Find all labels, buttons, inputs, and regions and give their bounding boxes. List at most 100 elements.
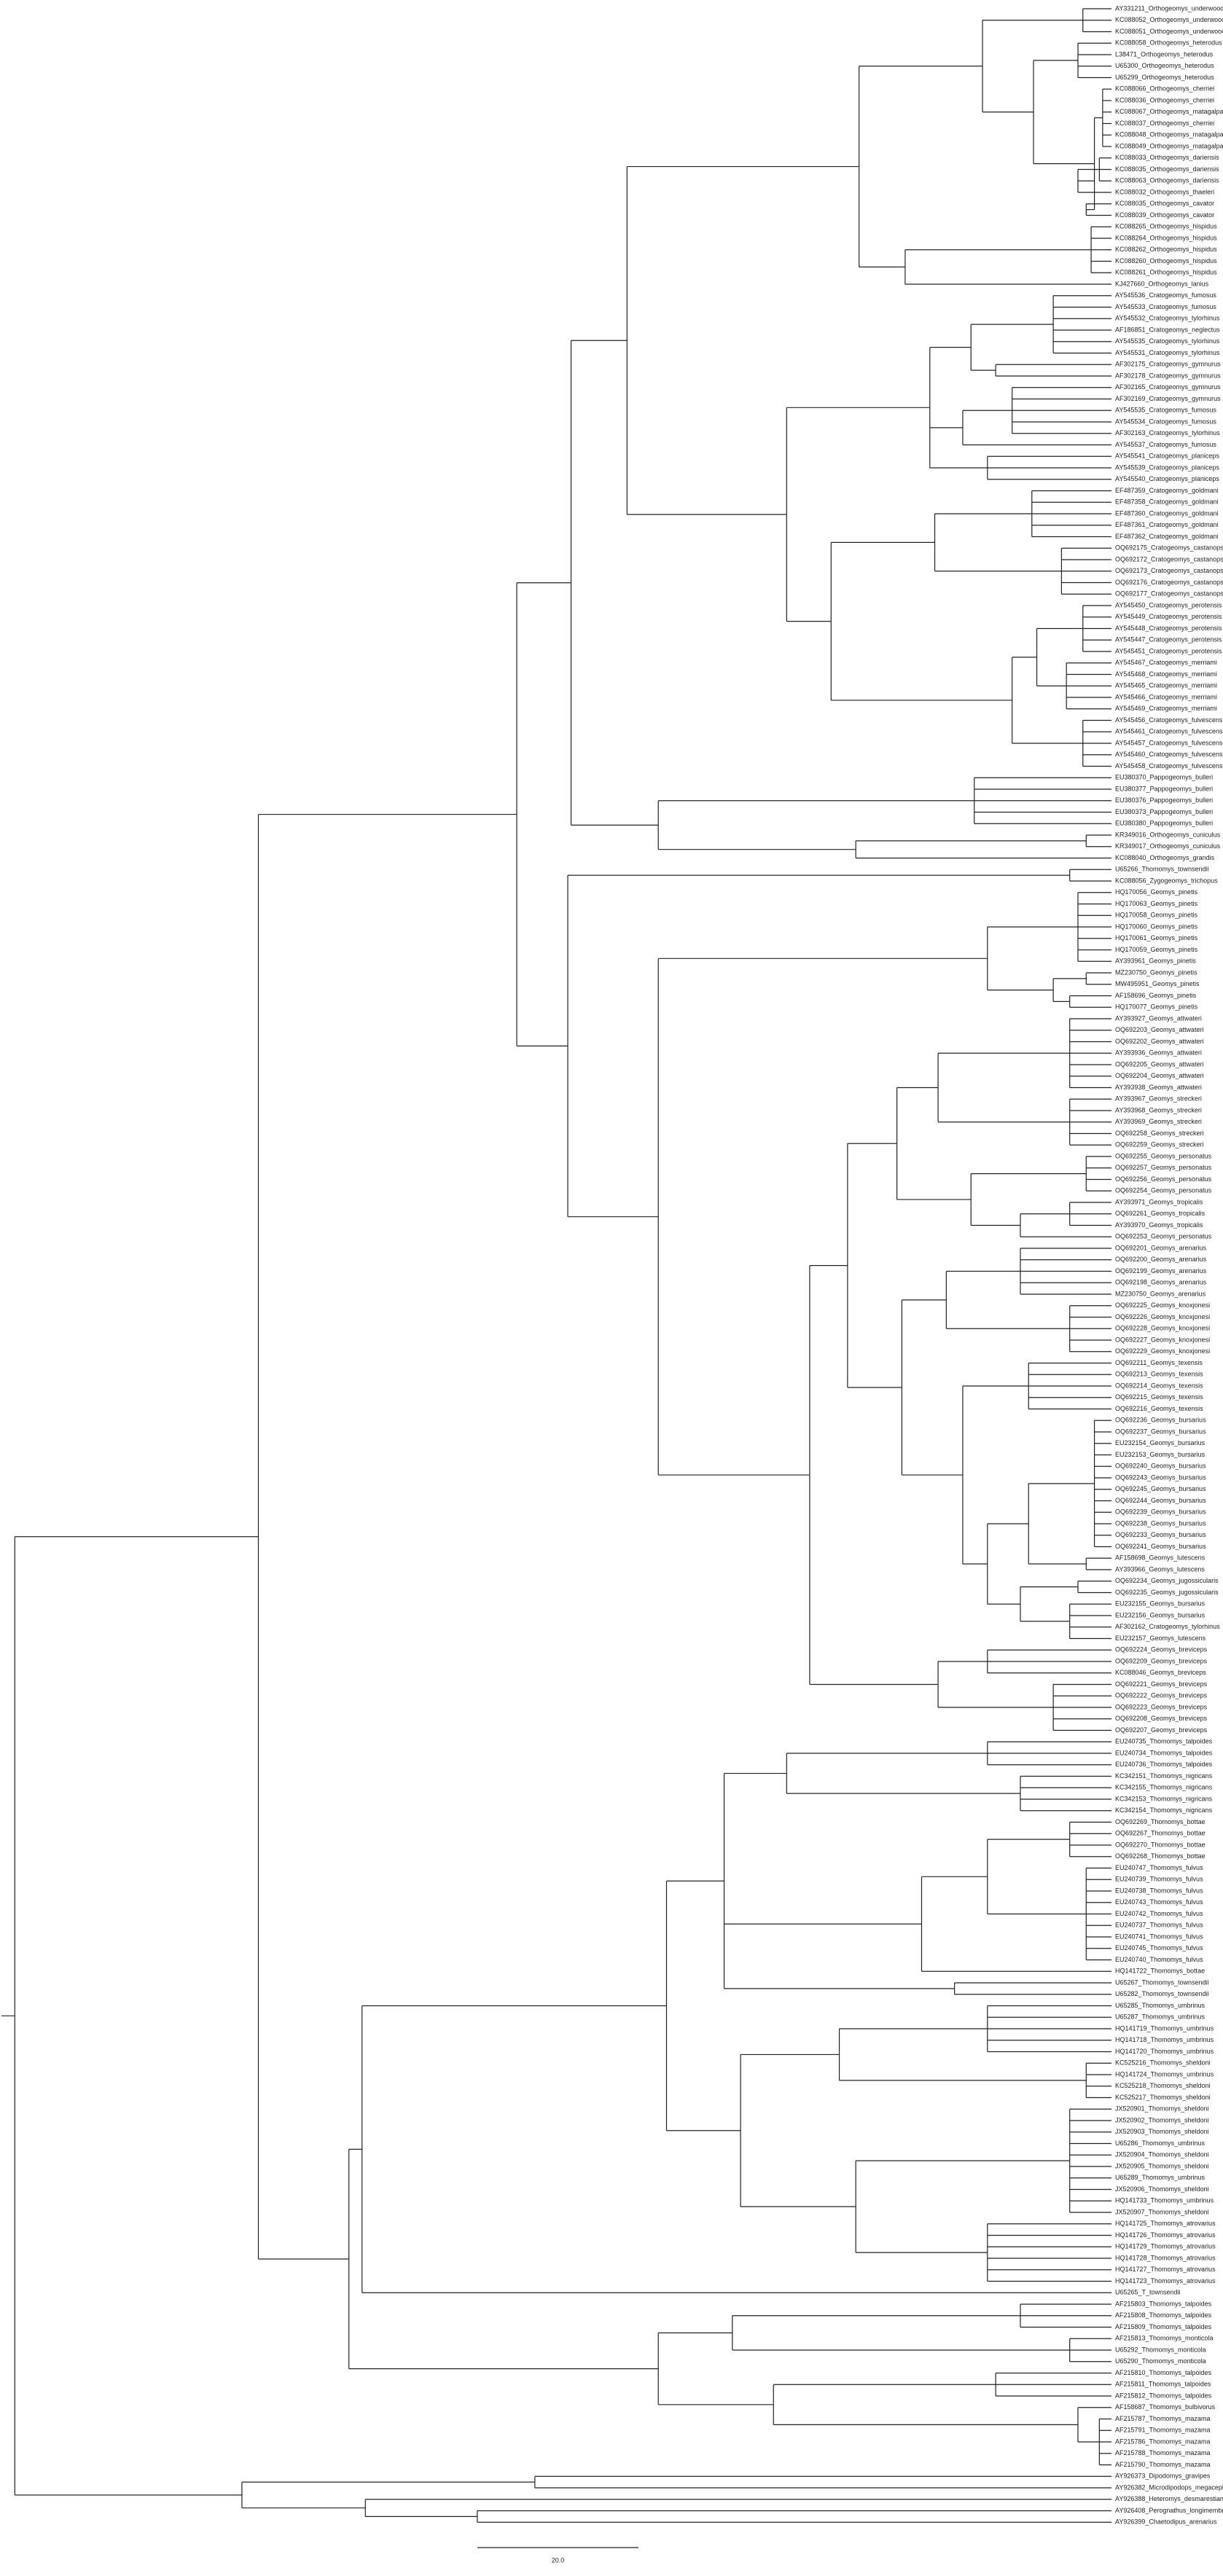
tip-label: AY545533_Cratogeomys_fumosus (1115, 303, 1216, 310)
tip-label: EU380376_Pappogeomys_bulleri (1115, 796, 1213, 804)
tip-label: OQ692253_Geomys_personatus (1115, 1233, 1212, 1240)
tip-label: AF302178_Cratogeomys_gymnurus (1115, 372, 1221, 379)
tip-label: AY545447_Cratogeomys_perotensis (1115, 636, 1222, 643)
tip-label: AF158687_Thomomys_bulbivorus (1115, 2403, 1216, 2411)
tip-label: AY545461_Cratogeomys_fulvescens (1115, 728, 1223, 735)
tip-label: KC088261_Orthogeomys_hispidus (1115, 269, 1217, 276)
tip-label: AY545467_Cratogeomys_merriami (1115, 659, 1217, 666)
tip-label: OQ692233_Geomys_bursarius (1115, 1531, 1206, 1538)
tip-label: AY545457_Cratogeomys_fulvescens (1115, 739, 1223, 746)
scale-bar-label: 20.0 (552, 2556, 565, 2564)
tip-label: EU240738_Thomomys_fulvus (1115, 1887, 1203, 1894)
tip-label: AF215809_Thomomys_talpoides (1115, 2323, 1212, 2330)
tip-label: AY393968_Geomys_streckeri (1115, 1106, 1202, 1113)
tip-label: AF215786_Thomomys_mazama (1115, 2438, 1211, 2445)
tip-label: KC088067_Orthogeomys_matagalpae (1115, 108, 1223, 115)
tip-label: OQ692223_Geomys_breviceps (1115, 1703, 1208, 1710)
tip-label: OQ692239_Geomys_bursarius (1115, 1508, 1206, 1516)
tip-label: OQ692269_Thomomys_bottae (1115, 1818, 1206, 1825)
tip-label: KC088035_Orthogeomys_dariensis (1115, 165, 1219, 173)
tip-label: OQ692240_Geomys_bursarius (1115, 1463, 1206, 1470)
tip-label: U65267_Thomomys_townsendii (1115, 1978, 1209, 1986)
tip-label: AF215810_Thomomys_talpoides (1115, 2369, 1212, 2376)
tip-label: JX520906_Thomomys_sheldoni (1115, 2185, 1209, 2193)
tip-label: HQ141727_Thomomys_atrovarius (1115, 2266, 1216, 2273)
tip-label: EU240739_Thomomys_fulvus (1115, 1876, 1203, 1883)
tip-label: OQ692198_Geomys_arenarius (1115, 1279, 1207, 1286)
tip-label: OQ692200_Geomys_arenarius (1115, 1256, 1207, 1263)
tip-label: OQ692254_Geomys_personatus (1115, 1187, 1212, 1194)
tip-label: KR349016_Orthogeomys_cuniculus (1115, 831, 1221, 838)
tip-label: HQ141725_Thomomys_atrovarius (1115, 2220, 1216, 2227)
tip-label: JX520902_Thomomys_sheldoni (1115, 2116, 1209, 2123)
tip-label: AF158696_Geomys_pinetis (1115, 992, 1197, 999)
tip-label: KC525218_Thomomys_sheldoni (1115, 2082, 1211, 2089)
tip-label: EF487361_Cratogeomys_goldmani (1115, 521, 1219, 528)
tip-label: HQ170058_Geomys_pinetis (1115, 912, 1198, 919)
tip-label: AY545468_Cratogeomys_merriami (1115, 670, 1217, 678)
tip-label: OQ692213_Geomys_texensis (1115, 1371, 1203, 1378)
tip-label: HQ141733_Thomomys_umbrinus (1115, 2197, 1214, 2204)
tip-label: KC088066_Orthogeomys_cherriei (1115, 85, 1214, 93)
tip-label: AY545541_Cratogeomys_planiceps (1115, 453, 1219, 460)
tip-label: AY545451_Cratogeomys_perotensis (1115, 647, 1222, 654)
tip-label: AY545448_Cratogeomys_perotensis (1115, 625, 1222, 632)
tip-label: JX520907_Thomomys_sheldoni (1115, 2208, 1209, 2215)
tip-label: U65282_Thomomys_townsendii (1115, 1990, 1209, 1997)
tip-label: AY926382_Microdipodops_megacephalus (1115, 2483, 1223, 2491)
tip-label: HQ170060_Geomys_pinetis (1115, 923, 1198, 930)
tip-label: HQ170059_Geomys_pinetis (1115, 946, 1198, 953)
tip-label: HQ141719_Thomomys_umbrinus (1115, 2024, 1214, 2032)
tip-label: OQ692201_Geomys_arenarius (1115, 1244, 1207, 1251)
tip-label: AF215790_Thomomys_mazama (1115, 2461, 1211, 2468)
tip-label: OQ692177_Cratogeomys_castanops (1115, 590, 1223, 598)
tip-label: KJ427660_Orthogeomys_lanius (1115, 280, 1209, 287)
tip-label: AY545536_Cratogeomys_fumosus (1115, 291, 1216, 299)
tip-label: AY545450_Cratogeomys_perotensis (1115, 601, 1222, 608)
tip-label: AY545456_Cratogeomys_fulvescens (1115, 716, 1223, 724)
tip-label: AY393970_Geomys_tropicalis (1115, 1221, 1203, 1229)
tip-label: HQ141722_Thomomys_bottae (1115, 1968, 1205, 1975)
tip-label: AF158698_Geomys_lutescens (1115, 1554, 1206, 1562)
tip-label: EU240740_Thomomys_fulvus (1115, 1956, 1203, 1963)
tip-label: OQ692199_Geomys_arenarius (1115, 1267, 1207, 1275)
tip-label: OQ692172_Cratogeomys_castanops (1115, 555, 1223, 563)
tip-label: OQ692228_Geomys_knoxjonesi (1115, 1325, 1210, 1332)
tip-label: KC342155_Thomomys_nigricans (1115, 1784, 1213, 1791)
tip-label: KR349017_Orthogeomys_cuniculus (1115, 842, 1221, 850)
tip-label: KC088037_Orthogeomys_cherriei (1115, 120, 1214, 127)
tip-label: AY393966_Geomys_lutescens (1115, 1565, 1205, 1573)
tip-label: U65266_Thomomys_townsendii (1115, 866, 1209, 873)
tip-label: JX520901_Thomomys_sheldoni (1115, 2105, 1209, 2113)
tip-label: EU240741_Thomomys_fulvus (1115, 1933, 1203, 1940)
tip-label: OQ692173_Cratogeomys_castanops (1115, 567, 1223, 574)
tip-label: HQ170077_Geomys_pinetis (1115, 1003, 1198, 1011)
tip-label: L38471_Orthogeomys_heterodus (1115, 50, 1214, 58)
tip-label: U65285_Thomomys_umbrinus (1115, 2002, 1206, 2009)
tip-label: AF215808_Thomomys_talpoides (1115, 2311, 1212, 2319)
tip-label: AY545469_Cratogeomys_merriami (1115, 705, 1217, 712)
tip-label: EU380370_Pappogeomys_bulleri (1115, 774, 1213, 781)
tip-label: KC088032_Orthogeomys_thaeleri (1115, 188, 1214, 195)
tip-label: AY393938_Geomys_attwateri (1115, 1084, 1202, 1091)
tip-label: HQ141729_Thomomys_atrovarius (1115, 2243, 1216, 2250)
tip-label: AF215811_Thomomys_talpoides (1115, 2381, 1211, 2388)
tip-label: EU240735_Thomomys_talpoides (1115, 1738, 1213, 1745)
tip-label: AY926408_Perognathus_longimembris (1115, 2507, 1223, 2514)
tip-label: U65289_Thomomys_umbrinus (1115, 2174, 1206, 2181)
tip-label: EU232154_Geomys_bursarius (1115, 1439, 1206, 1446)
tip-label: AY545539_Cratogeomys_planiceps (1115, 463, 1219, 471)
tip-label: OQ692216_Geomys_texensis (1115, 1405, 1203, 1412)
tip-label: HQ141726_Thomomys_atrovarius (1115, 2231, 1216, 2239)
tip-label: AF215791_Thomomys_mazama (1115, 2427, 1211, 2434)
tip-label: KC088035_Orthogeomys_cavator (1115, 200, 1214, 207)
tip-label: EU240734_Thomomys_talpoides (1115, 1749, 1213, 1756)
tip-label: AY393927_Geomys_attwateri (1115, 1014, 1202, 1022)
tip-label: AY545458_Cratogeomys_fulvescens (1115, 762, 1223, 770)
tip-label: AY545540_Cratogeomys_planiceps (1115, 475, 1219, 482)
tip-label: AY545531_Cratogeomys_tylorhinus (1115, 349, 1220, 356)
tip-label: AY545449_Cratogeomys_perotensis (1115, 613, 1222, 620)
tip-label: AY393961_Geomys_pinetis (1115, 958, 1196, 965)
